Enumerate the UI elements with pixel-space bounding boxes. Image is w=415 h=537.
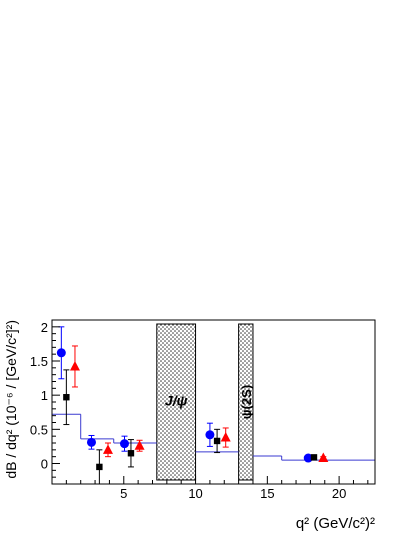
axis-ticks	[52, 326, 369, 484]
x-axis-label: q² (GeV/c²)²	[296, 515, 375, 532]
data-point-circle	[56, 348, 66, 358]
veto-band	[238, 323, 254, 481]
data-point-circle	[119, 439, 129, 449]
data-point-triangle	[69, 360, 80, 371]
data-point-circle	[303, 453, 313, 463]
axis-tick-labels: 5 10 15 20 0 0.5 1 1.5 2	[30, 320, 346, 501]
y-tick-label: 2	[41, 320, 48, 335]
x-tick-label: 15	[260, 486, 274, 501]
x-tick-label: 20	[332, 486, 346, 501]
y-axis-label: dB / dq² (10⁻⁶ / [GeV/c²]²)	[3, 320, 19, 479]
data-point-square	[127, 450, 135, 457]
y-tick-label: 1	[41, 388, 48, 403]
veto-label: J/ψ	[165, 392, 188, 408]
data-point-square	[310, 454, 318, 461]
data-point-triangle	[134, 440, 145, 450]
data-point-triangle	[220, 432, 231, 442]
data-point-triangle	[318, 452, 329, 463]
y-tick-label: 1.5	[30, 354, 48, 369]
vetoed-regions: J/ψ ψ(2S)	[156, 323, 254, 481]
y-tick-label: 0.5	[30, 422, 48, 437]
data-point-circle	[86, 437, 96, 447]
data-points	[56, 326, 329, 485]
veto-label: ψ(2S)	[239, 385, 254, 419]
x-tick-label: 10	[188, 486, 202, 501]
data-point-square	[96, 463, 103, 471]
data-point-square	[63, 394, 70, 401]
data-point-square	[213, 437, 221, 445]
axis-titles: q² (GeV/c²)² dB / dq² (10⁻⁶ / [GeV/c²]²)	[3, 320, 375, 532]
data-point-triangle	[102, 444, 113, 454]
data-point-circle	[205, 430, 215, 440]
x-tick-label: 5	[120, 486, 127, 501]
veto-band	[156, 323, 197, 481]
y-tick-label: 0	[41, 457, 48, 472]
